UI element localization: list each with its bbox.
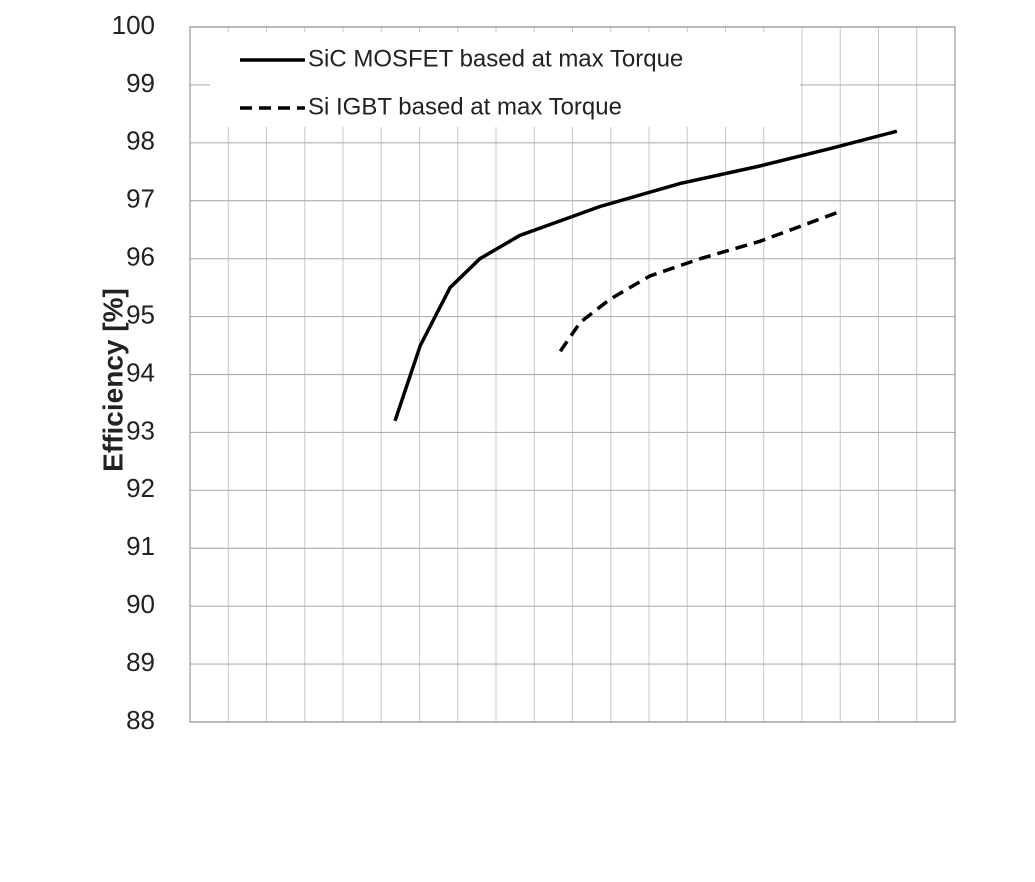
y-axis-label: Efficiency [%] [97,288,128,472]
legend-label: Si IGBT based at max Torque [308,93,622,120]
y-tick-label: 95 [126,299,155,329]
chart: Efficiency [%] 88 89 90 91 92 93 94 95 96 97 98 99 1… [0,0,1035,882]
y-tick-label: 88 [126,705,155,735]
y-tick-label: 92 [126,473,155,503]
legend-label: SiC MOSFET based at max Torque [308,45,683,72]
line [395,131,897,421]
y-tick-label: 90 [126,589,155,619]
y-tick-label: 97 [126,184,155,214]
y-tick-label: 100 [112,10,155,40]
y-tick-label: 98 [126,126,155,156]
y-tick-label: 96 [126,242,155,272]
y-tick-label: 91 [126,531,155,561]
y-tick-label: 94 [126,357,155,387]
y-tick-label: 89 [126,647,155,677]
y-tick-label: 93 [126,415,155,445]
line [560,212,838,351]
y-tick-label: 99 [126,68,155,98]
